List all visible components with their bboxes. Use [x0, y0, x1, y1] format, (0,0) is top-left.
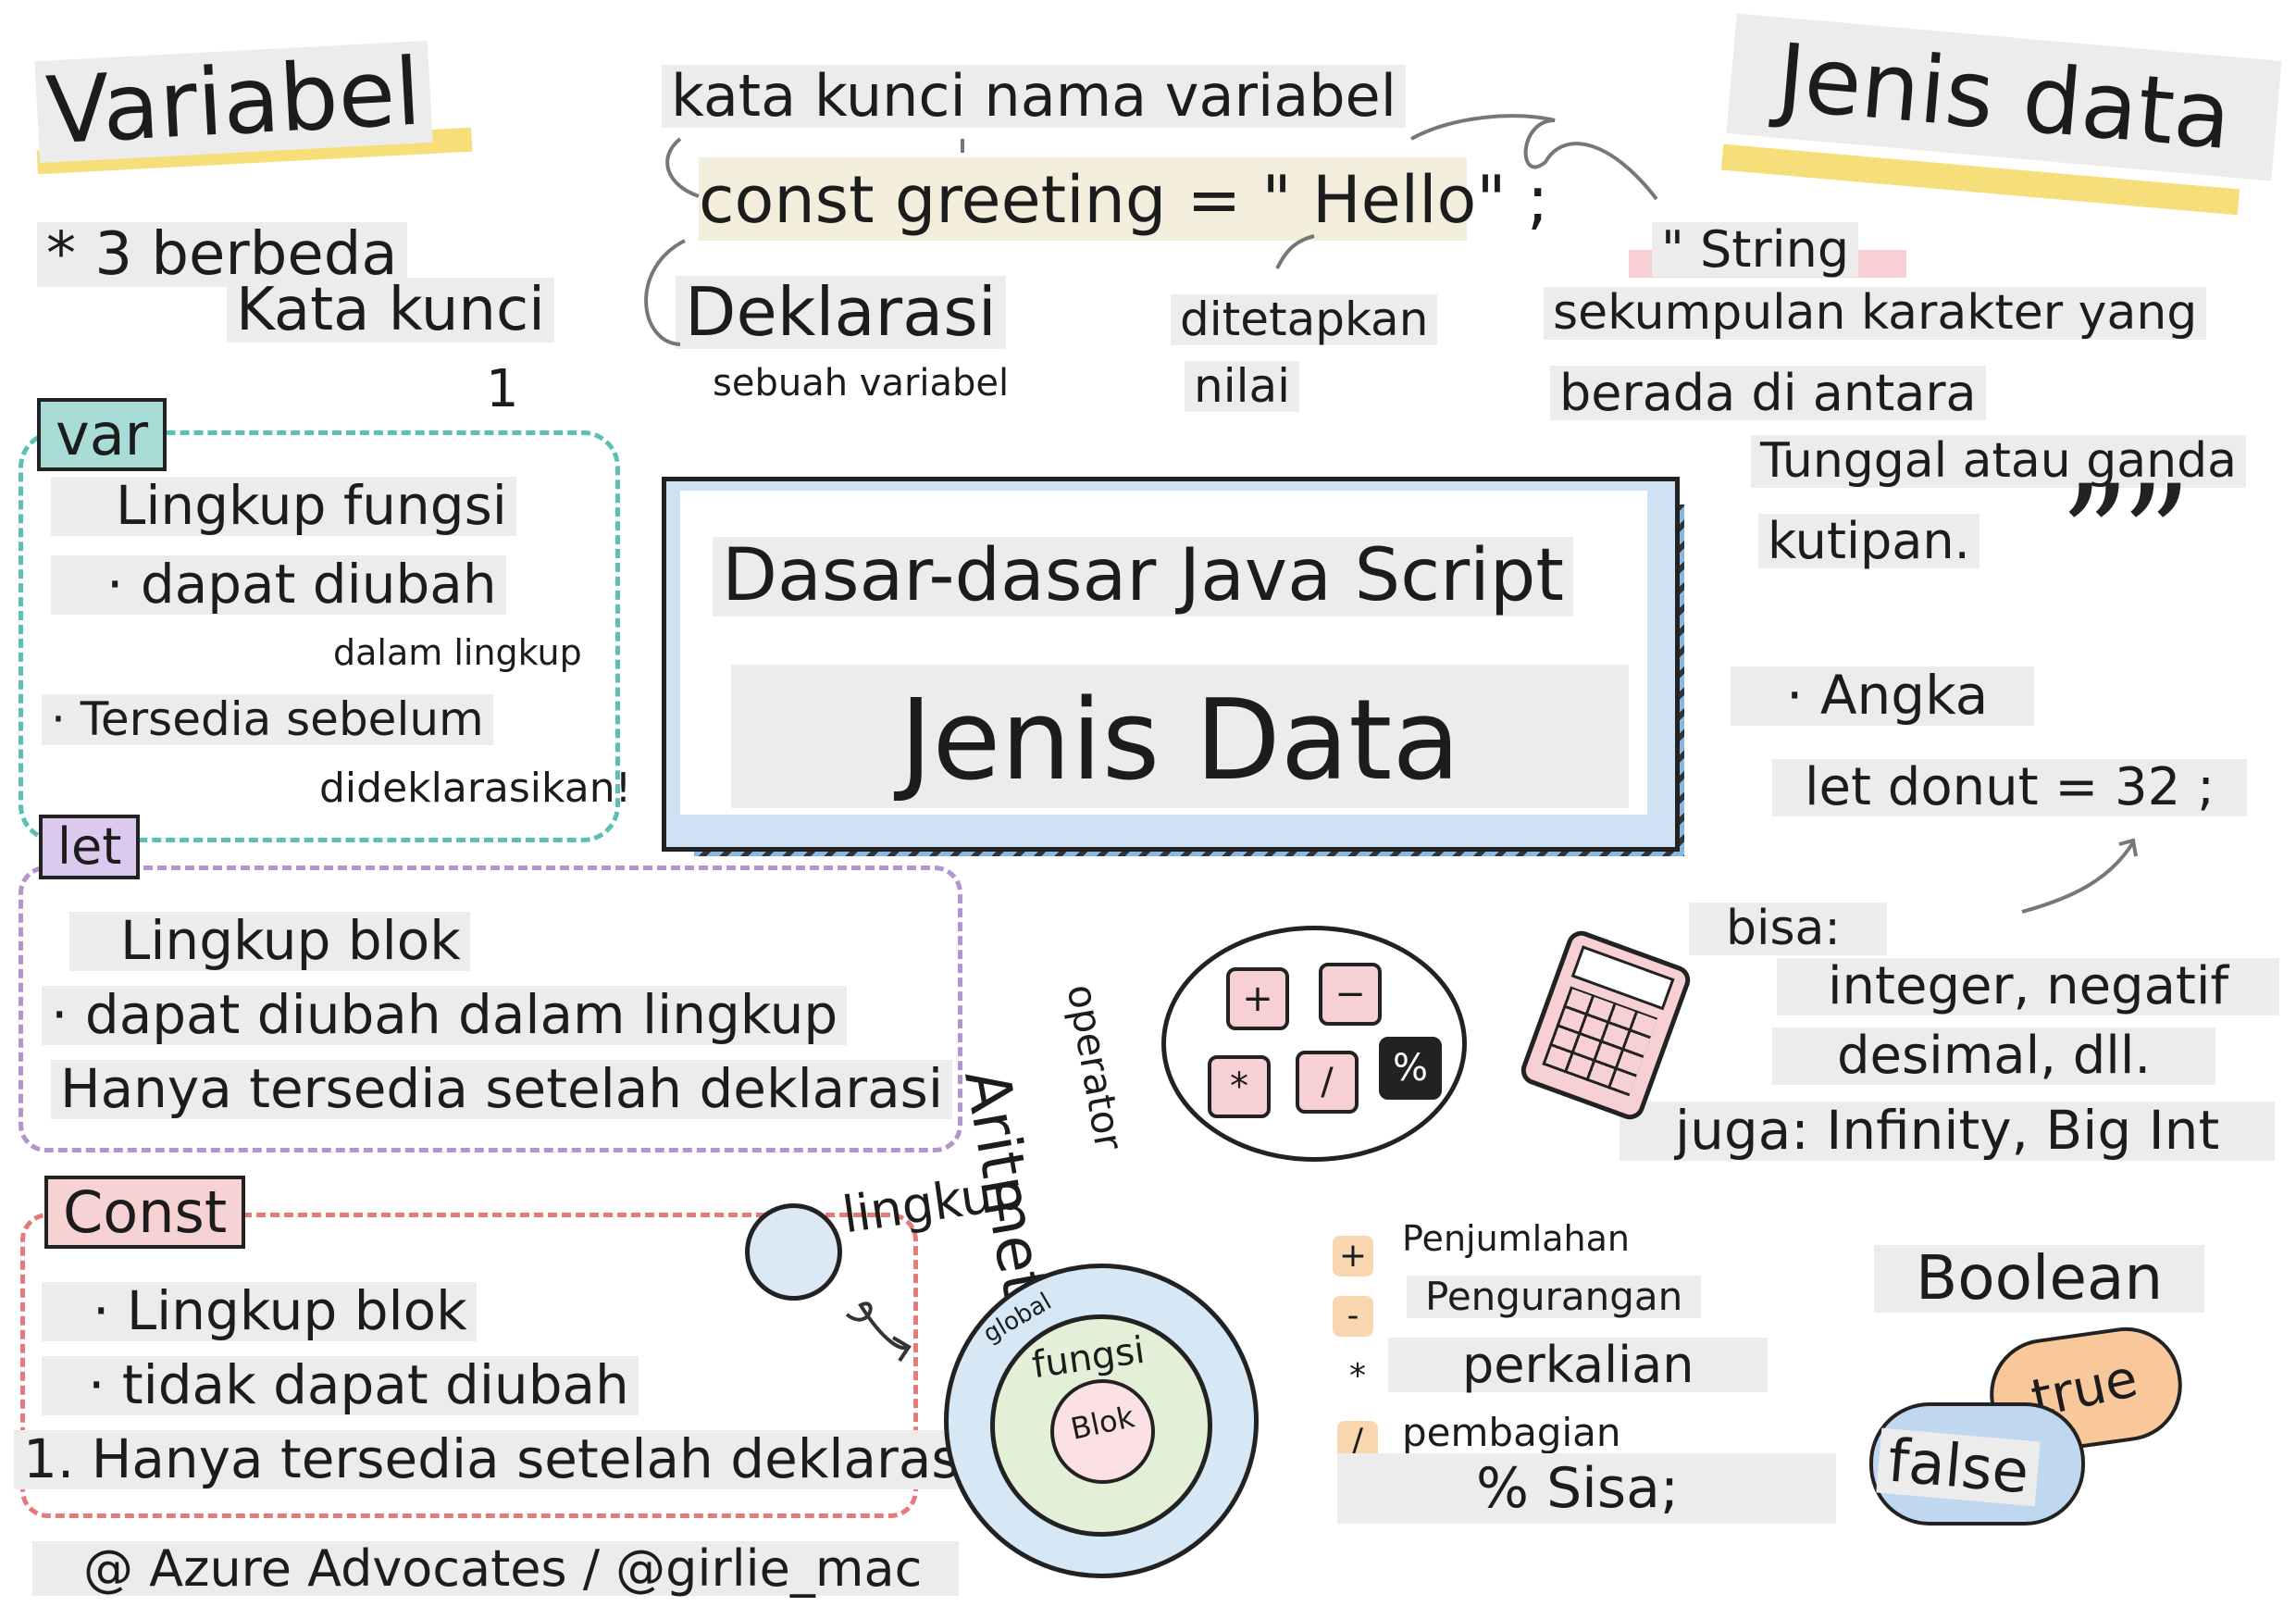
op-subtraction: Pengurangan	[1407, 1275, 1702, 1319]
op-remainder: % Sisa;	[1337, 1453, 1837, 1524]
assigned-line1: ditetapkan	[1171, 294, 1438, 345]
string-heading: " String	[1652, 222, 1859, 277]
calculator-keys	[1542, 986, 1658, 1097]
minus-key: −	[1319, 963, 1382, 1026]
number-heading: · Angka	[1731, 666, 2035, 726]
multiply-icon: *	[1337, 1356, 1378, 1397]
center-title: Dasar-dasar Java Script	[713, 536, 1573, 616]
plus-key: +	[1226, 967, 1289, 1030]
declare-title: Deklarasi	[676, 275, 1006, 350]
quote-marks-icon: ””	[2059, 456, 2191, 617]
var-tag: var	[37, 398, 168, 472]
var-section-border	[19, 430, 620, 842]
number-line2: desimal, dll.	[1772, 1027, 2216, 1085]
string-line1: sekumpulan karakter yang	[1544, 286, 2207, 341]
declare-subtitle: sebuah variabel	[713, 362, 1010, 405]
number-line1: integer, negatif	[1777, 958, 2280, 1015]
const-item-available: 1. Hanya tersedia setelah deklarasi	[14, 1429, 984, 1489]
string-line3: Tunggal atau ganda	[1751, 434, 2246, 489]
keywords-number: 1	[486, 359, 519, 419]
let-tag: let	[39, 815, 141, 880]
var-item-in-scope: dalam lingkup	[333, 632, 582, 673]
let-item-mutable: · dapat diubah dalam lingkup	[42, 985, 848, 1045]
center-subtitle-bg	[731, 665, 1629, 808]
const-item-scope: · Lingkup blok	[42, 1281, 477, 1341]
minus-icon: -	[1333, 1296, 1373, 1337]
op-multiplication: perkalian	[1388, 1338, 1769, 1392]
number-code: let donut = 32 ;	[1772, 759, 2247, 816]
op-addition: Penjumlahan	[1402, 1218, 1630, 1259]
keyword-label: kata kunci nama variabel	[662, 64, 1406, 129]
plus-icon: +	[1333, 1236, 1373, 1277]
keywords-line2: Kata kunci	[227, 278, 554, 342]
const-section-border	[20, 1213, 918, 1518]
let-section-border	[19, 866, 962, 1152]
assigned-line2: nilai	[1185, 361, 1300, 412]
scope-clock-icon	[745, 1203, 842, 1301]
multiply-key: *	[1208, 1055, 1271, 1118]
divide-key: /	[1296, 1051, 1359, 1114]
number-line3: juga: Infinity, Big Int	[1620, 1101, 2276, 1161]
declaration-code: const greeting = " Hello" ;	[699, 162, 1549, 238]
scope-ring-block	[1050, 1379, 1155, 1484]
string-line4: kutipan.	[1758, 514, 1980, 568]
var-item-mutable: · dapat diubah	[51, 554, 506, 615]
string-line2: berada di antara	[1550, 366, 1986, 420]
center-subtitle: Jenis Data	[900, 677, 1460, 805]
let-item-scope: Lingkup blok	[69, 911, 470, 971]
let-item-available: Hanya tersedia setelah deklarasi	[51, 1059, 952, 1119]
modulo-key: %	[1379, 1037, 1442, 1100]
code-highlight	[699, 157, 1467, 241]
number-can: bisa:	[1689, 902, 1887, 956]
false-label: false	[1876, 1427, 2041, 1507]
const-item-immutable: · tidak dapat diubah	[42, 1355, 639, 1415]
var-item-scope: Lingkup fungsi	[51, 476, 516, 536]
credit: @ Azure Advocates / @girlie_mac	[32, 1541, 960, 1596]
op-division: pembagian	[1402, 1410, 1621, 1455]
var-item-available: · Tersedia sebelum	[42, 694, 493, 745]
var-item-declared: dideklarasikan!	[319, 765, 632, 812]
const-tag: Const	[44, 1176, 246, 1250]
boolean-heading: Boolean	[1874, 1244, 2205, 1313]
keywords-line1: * 3 berbeda	[37, 222, 407, 287]
